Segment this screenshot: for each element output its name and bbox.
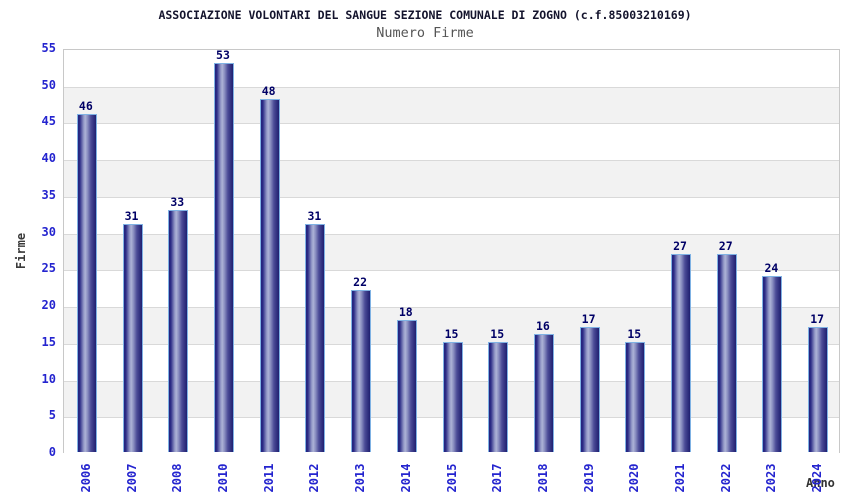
bar [716, 253, 737, 452]
bar-value-label: 24 [764, 260, 779, 275]
chart-subtitle: Numero Firme [376, 25, 474, 41]
y-axis-tick-label: 0 [48, 445, 56, 459]
plot-band [64, 123, 839, 161]
bar-value-label: 31 [124, 209, 139, 224]
bar-value-label: 22 [353, 275, 368, 290]
gridline [64, 307, 839, 309]
x-axis-tick-label: 2015 [444, 463, 459, 493]
plot-band [64, 307, 839, 344]
y-axis-tick-label: 20 [41, 298, 56, 313]
bar [762, 275, 783, 452]
bar [305, 224, 326, 452]
x-axis-tick-label: 2006 [78, 463, 93, 493]
y-axis-tick-label: 15 [41, 334, 56, 349]
x-axis-tick-label: 2017 [490, 463, 505, 493]
bar [259, 99, 280, 452]
bar-value-label: 53 [216, 47, 230, 62]
x-axis-tick-label: 2014 [398, 463, 413, 493]
x-axis-tick-label: 2020 [627, 463, 642, 493]
x-axis-tick-label: 2019 [581, 463, 596, 493]
y-axis-tick-label: 35 [41, 187, 56, 202]
y-axis-tick-label: 10 [41, 371, 56, 386]
bar-value-label: 33 [170, 194, 185, 209]
bar [488, 341, 509, 452]
plot-area [63, 49, 840, 454]
bar-value-label: 17 [581, 312, 596, 327]
bar-value-label: 16 [535, 319, 550, 334]
x-axis-tick-label: 2012 [307, 463, 322, 493]
x-axis-tick-label: 2007 [124, 463, 139, 493]
gridline [64, 270, 839, 272]
y-axis-tick-label: 5 [48, 408, 56, 423]
bar-value-label: 15 [490, 326, 505, 341]
plot-band [64, 270, 839, 308]
x-axis-tick-label: 2011 [261, 463, 276, 493]
x-axis-tick-label: 2008 [170, 463, 185, 493]
bar-value-label: 15 [627, 326, 642, 341]
x-axis-tick-label: 2018 [535, 463, 550, 493]
y-axis-tick-label: 40 [41, 151, 56, 166]
x-axis-tick-label: 2010 [215, 463, 230, 493]
y-axis-tick-label: 50 [41, 77, 56, 92]
bar [671, 253, 692, 452]
x-axis-tick-label: 2023 [764, 463, 779, 493]
bar-value-label: 31 [307, 209, 322, 224]
bar [351, 290, 372, 452]
bar [442, 341, 463, 452]
bar-value-label: 18 [398, 304, 413, 319]
bar [396, 319, 417, 452]
plot-band [64, 86, 839, 124]
bar-value-label: 17 [810, 312, 825, 327]
bar [76, 114, 97, 452]
y-axis-tick-label: 55 [41, 41, 56, 55]
gridline [64, 233, 839, 235]
x-axis-title: Anno [806, 476, 835, 490]
bar-value-label: 46 [78, 99, 93, 114]
x-axis-tick-label: 2021 [673, 463, 688, 493]
bar [168, 209, 189, 452]
bar [213, 62, 234, 452]
chart-title: ASSOCIAZIONE VOLONTARI DEL SANGUE SEZION… [158, 8, 692, 22]
plot-band [64, 233, 839, 271]
gridline [64, 160, 839, 162]
gridline [64, 196, 839, 198]
y-axis-tick-label: 30 [41, 224, 56, 239]
plot-band [64, 50, 839, 87]
x-axis-tick-label: 2024 [810, 463, 825, 493]
plot-band [64, 196, 839, 234]
bar [579, 327, 600, 452]
y-axis-tick-label: 45 [41, 114, 56, 129]
gridline [64, 86, 839, 88]
bar [533, 334, 554, 452]
bar-value-label: 27 [673, 238, 687, 253]
y-axis-tick-label: 25 [41, 261, 56, 276]
bar [625, 341, 646, 452]
bar [122, 224, 143, 452]
plot-band [64, 160, 839, 197]
bar-value-label: 48 [261, 84, 276, 99]
x-axis-tick-label: 2013 [353, 463, 368, 493]
gridline [64, 123, 839, 125]
x-axis-tick-label: 2022 [718, 463, 733, 493]
bar [808, 327, 829, 452]
bar-value-label: 27 [718, 238, 733, 253]
bar-value-label: 15 [444, 326, 459, 341]
